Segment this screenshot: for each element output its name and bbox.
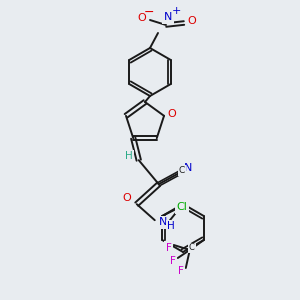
Text: O: O [122, 193, 131, 203]
Text: N: N [164, 12, 172, 22]
Text: F: F [170, 256, 176, 266]
Text: −: − [144, 5, 154, 19]
Text: F: F [166, 243, 172, 253]
Text: H: H [167, 221, 175, 231]
Text: N: N [184, 163, 192, 173]
Text: N: N [159, 217, 167, 227]
Text: C: C [189, 244, 195, 253]
Text: C: C [178, 166, 185, 175]
Text: H: H [125, 151, 133, 161]
Text: Cl: Cl [177, 202, 188, 212]
Text: O: O [138, 13, 146, 23]
Text: F: F [178, 266, 184, 276]
Text: O: O [188, 16, 196, 26]
Text: +: + [171, 6, 181, 16]
Text: O: O [168, 109, 176, 119]
